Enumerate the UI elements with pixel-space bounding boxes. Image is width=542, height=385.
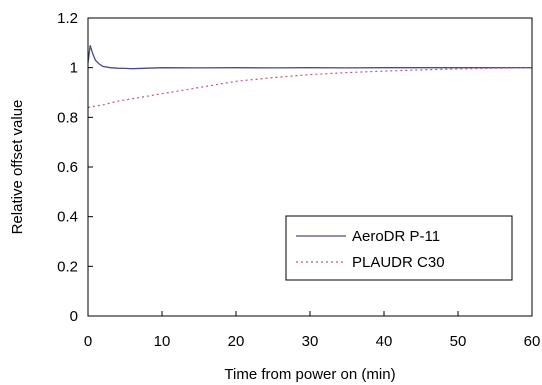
x-tick-label: 20 [228, 333, 245, 350]
x-tick-label: 60 [524, 333, 541, 350]
legend-label-aerodr: AeroDR P-11 [352, 228, 440, 245]
legend-label-plaudr: PLAUDR C30 [352, 254, 445, 271]
y-axis-label: Relative offset value [9, 100, 26, 235]
x-tick-label: 40 [376, 333, 393, 350]
x-tick-label: 30 [302, 333, 319, 350]
y-tick-label: 1 [70, 60, 78, 77]
x-axis-label: Time from power on (min) [224, 366, 395, 383]
series-line-aerodr [87, 45, 532, 70]
legend: AeroDR P-11 PLAUDR C30 [285, 215, 513, 281]
y-axis-ticks: 0 0.2 0.4 0.6 0.8 1 1.2 [57, 10, 93, 325]
legend-box [285, 215, 513, 281]
y-tick-label: 1.2 [57, 10, 78, 27]
plot-area-frame [87, 17, 533, 317]
series-line-plaudr [87, 67, 533, 108]
y-tick-label: 0.4 [57, 209, 78, 226]
x-tick-label: 0 [84, 333, 92, 350]
y-tick-label: 0.2 [57, 258, 78, 275]
y-tick-label: 0 [70, 308, 78, 325]
y-tick-label: 0.6 [57, 159, 78, 176]
series-layer [87, 45, 533, 108]
y-tick-label: 0.8 [57, 109, 78, 126]
x-tick-label: 10 [154, 333, 171, 350]
x-tick-label: 50 [450, 333, 467, 350]
x-axis-ticks: 0 10 20 30 40 50 60 [84, 311, 541, 350]
